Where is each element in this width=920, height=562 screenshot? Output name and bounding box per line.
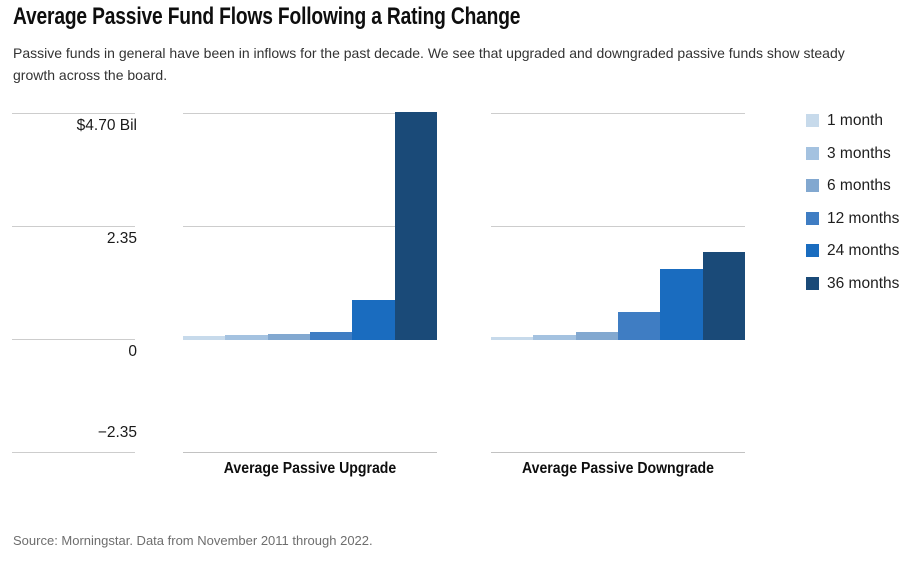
y-axis-tick-label: 0 <box>128 343 137 360</box>
legend-swatch-icon <box>806 211 819 225</box>
bar-average-passive-downgrade-1-month <box>491 336 534 340</box>
gridline <box>12 452 135 453</box>
bar-average-passive-downgrade-6-months <box>575 332 619 340</box>
legend-label: 12 months <box>827 209 900 227</box>
axis-baseline <box>491 452 745 453</box>
y-axis-tick-label: 2.35 <box>106 230 137 247</box>
bar-average-passive-downgrade-36-months <box>702 251 746 340</box>
legend-item: 12 months <box>806 210 899 227</box>
chart-panel-downgrade <box>491 113 746 453</box>
legend-item: 6 months <box>806 177 899 194</box>
caption-downgrade: Average Passive Downgrade <box>521 460 714 477</box>
legend-item: 1 month <box>806 112 899 129</box>
legend-swatch-icon <box>806 114 819 127</box>
legend-label: 24 months <box>827 242 900 259</box>
bar-average-passive-upgrade-1-month <box>183 335 226 340</box>
bar-average-passive-upgrade-36-months <box>394 112 438 340</box>
gridline <box>12 339 135 340</box>
bar-average-passive-downgrade-24-months <box>660 268 704 340</box>
bar-average-passive-downgrade-3-months <box>533 334 577 340</box>
y-axis-tick-label: $4.70 Bil <box>76 117 137 134</box>
legend-label: 6 months <box>827 177 891 194</box>
source-note: Source: Morningstar. Data from November … <box>13 533 373 548</box>
legend-item: 3 months <box>806 145 899 162</box>
legend-item: 36 months <box>806 275 899 292</box>
legend-label: 1 month <box>827 112 884 129</box>
legend-swatch-icon <box>806 276 819 290</box>
gridline <box>183 339 437 340</box>
bar-average-passive-upgrade-6-months <box>267 334 311 340</box>
gridline <box>183 113 437 114</box>
gridline <box>491 339 745 340</box>
legend-swatch-icon <box>806 244 819 257</box>
gridline <box>183 226 437 227</box>
bar-average-passive-upgrade-24-months <box>352 300 396 340</box>
gridline <box>491 226 745 227</box>
legend-label: 36 months <box>827 274 900 292</box>
page-subtitle: Passive funds in general have been in in… <box>13 45 845 83</box>
gridline <box>491 113 745 114</box>
axis-baseline <box>183 452 437 453</box>
legend-label: 3 months <box>827 144 891 162</box>
chart-panel-upgrade <box>183 112 438 453</box>
legend-swatch-icon <box>806 179 819 192</box>
legend: 1 month 3 months 6 months 12 months 24 m… <box>806 112 899 292</box>
gridline <box>12 226 135 227</box>
page-title: Average Passive Fund Flows Following a R… <box>13 3 521 30</box>
gridline <box>12 113 135 114</box>
caption-upgrade: Average Passive Upgrade <box>223 460 397 477</box>
bar-average-passive-upgrade-12-months <box>310 332 353 340</box>
bar-average-passive-downgrade-12-months <box>618 312 661 340</box>
bar-average-passive-upgrade-3-months <box>225 335 269 340</box>
legend-swatch-icon <box>806 146 819 160</box>
legend-item: 24 months <box>806 242 899 259</box>
y-axis-tick-label: −2.35 <box>97 424 137 441</box>
